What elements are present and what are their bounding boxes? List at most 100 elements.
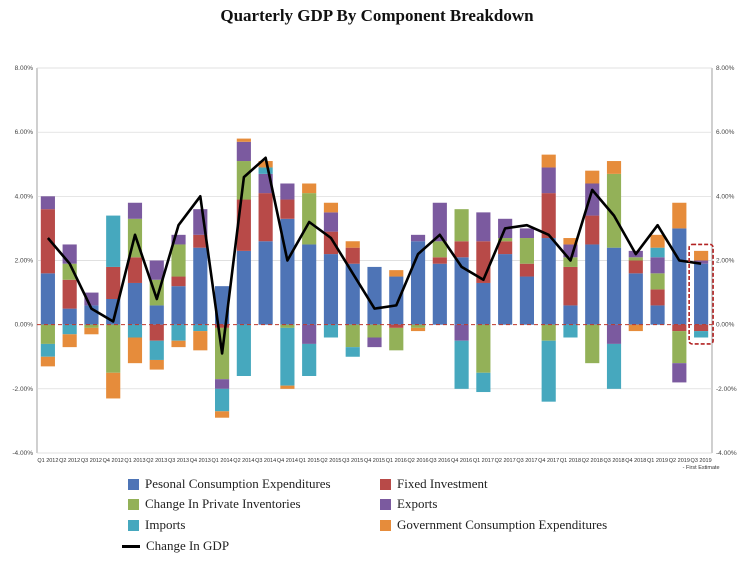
bar-inventories [302, 193, 317, 245]
bar-government [345, 241, 360, 248]
y-tick-label-right: 0.00% [716, 322, 735, 329]
bar-exports [432, 202, 447, 242]
bar-fixed [193, 234, 208, 248]
bar-fixed [280, 199, 295, 219]
legend-item-pce: Pesonal Consumption Expenditures [128, 476, 331, 492]
bar-fixed [62, 279, 77, 309]
bar-government [628, 324, 643, 332]
bar-government [236, 138, 251, 142]
bar-fixed [650, 289, 665, 306]
x-tick-label: Q3 2016 [429, 458, 450, 464]
bar-pce [498, 254, 513, 325]
bar-inventories [432, 241, 447, 258]
bar-pce [389, 276, 404, 325]
bar-pce [193, 247, 208, 325]
legend-item-fixed: Fixed Investment [380, 476, 488, 492]
bar-government [171, 340, 186, 348]
bar-government [258, 161, 273, 168]
legend-label-fixed: Fixed Investment [397, 476, 488, 491]
bar-exports [410, 234, 426, 242]
x-tick-label: Q2 2013 [146, 458, 167, 464]
y-tick-label-left: 8.00% [15, 65, 34, 72]
bar-imports [323, 324, 339, 338]
bar-inventories [106, 324, 121, 373]
bar-fixed [628, 260, 643, 274]
bar-exports [280, 183, 295, 200]
bar-exports [302, 324, 317, 344]
legend-label-inventories: Change In Private Inventories [145, 496, 301, 511]
bar-inventories [672, 331, 687, 364]
x-tick-label: Q2 2012 [59, 458, 80, 464]
bar-exports [672, 363, 687, 383]
bar-government [541, 154, 556, 168]
bar-exports [215, 379, 230, 389]
bar-inventories [345, 324, 360, 348]
bar-inventories [454, 209, 469, 242]
bar-imports [694, 331, 709, 338]
bar-exports [606, 324, 622, 344]
bar-pce [367, 266, 382, 325]
chart-title: Quarterly GDP By Component Breakdown [220, 6, 534, 25]
bar-pce [541, 238, 556, 325]
x-tick-label: Q1 2018 [560, 458, 581, 464]
bar-imports [149, 340, 164, 360]
bar-imports [476, 372, 491, 393]
bar-inventories [476, 324, 491, 373]
legend-item-exports: Exports [380, 496, 437, 512]
bar-government [585, 170, 600, 184]
bar-exports [694, 260, 709, 264]
bar-fixed [40, 209, 55, 274]
legend-label-pce: Pesonal Consumption Expenditures [145, 476, 331, 491]
bar-inventories [650, 273, 665, 290]
bar-fixed [694, 324, 709, 332]
bar-imports [606, 343, 622, 389]
bar-inventories [40, 324, 55, 344]
bar-pce [302, 244, 317, 325]
bar-pce [454, 257, 469, 325]
bar-imports [215, 388, 230, 412]
bar-imports [650, 247, 665, 258]
x-tick-label: Q4 2012 [103, 458, 124, 464]
bar-fixed [389, 324, 404, 328]
bar-imports [127, 324, 143, 338]
legend-label-government: Government Consumption Expenditures [397, 517, 608, 532]
bar-fixed [345, 247, 360, 264]
bar-exports [62, 244, 77, 264]
bar-pce [171, 286, 186, 325]
bar-imports [40, 343, 55, 357]
x-tick-label: Q1 2019 [647, 458, 668, 464]
y-tick-label-right: 6.00% [716, 129, 735, 136]
bar-exports [541, 167, 556, 194]
bar-pce [40, 273, 55, 325]
bar-imports [106, 215, 121, 267]
bar-pce [149, 305, 164, 325]
legend-swatch-government [380, 519, 391, 531]
x-tick-note: - First Estimate [683, 465, 720, 470]
bar-exports [519, 228, 534, 239]
bar-government [84, 327, 99, 335]
legend-swatch-fixed [380, 478, 391, 490]
y-tick-label-right: -4.00% [716, 450, 737, 457]
bar-inventories [519, 238, 534, 264]
legend-label-gdp-line: Change In GDP [146, 538, 230, 553]
bar-pce [606, 247, 622, 325]
x-tick-label: Q4 2015 [364, 458, 385, 464]
y-tick-label-left: 6.00% [15, 129, 34, 136]
y-tick-label-right: 4.00% [716, 193, 735, 200]
x-tick-label: Q3 2014 [255, 458, 276, 464]
bar-government [389, 270, 404, 277]
x-tick-label: Q1 2014 [212, 458, 233, 464]
x-tick-label: Q1 2017 [473, 458, 494, 464]
bar-inventories [410, 324, 426, 328]
bar-government [672, 202, 687, 229]
bar-fixed [541, 193, 556, 239]
x-tick-label: Q1 2016 [386, 458, 407, 464]
x-tick-label: Q4 2013 [190, 458, 211, 464]
bar-government [106, 372, 121, 399]
bar-pce [519, 276, 534, 325]
bar-imports [454, 340, 469, 389]
legend-item-inventories: Change In Private Inventories [128, 496, 301, 512]
bar-inventories [498, 238, 513, 242]
bar-imports [236, 324, 251, 376]
bar-exports [171, 234, 186, 245]
